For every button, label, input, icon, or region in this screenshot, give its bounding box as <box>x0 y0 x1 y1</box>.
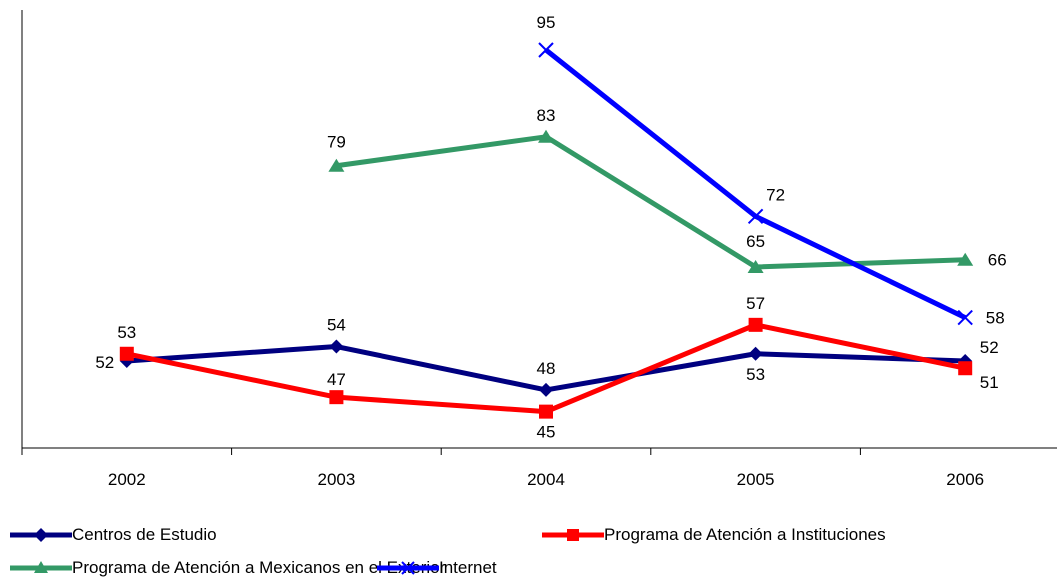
data-label: 48 <box>537 359 556 378</box>
data-label: 65 <box>746 232 765 251</box>
x-tick-label: 2006 <box>946 470 984 489</box>
data-label: 51 <box>980 373 999 392</box>
data-point <box>329 339 344 354</box>
data-label: 52 <box>95 353 114 372</box>
data-point <box>748 317 763 332</box>
data-point <box>119 346 134 361</box>
data-label: 79 <box>327 133 346 152</box>
data-point <box>539 382 553 397</box>
data-label: 66 <box>988 251 1007 270</box>
x-tick-label: 2004 <box>527 470 565 489</box>
x-tick-labels: 2002 2003 2004 2005 2006 <box>108 470 984 489</box>
data-label: 83 <box>537 106 556 125</box>
data-label: 47 <box>327 370 346 389</box>
axes <box>21 10 1057 455</box>
data-point <box>748 346 763 361</box>
data-label: 95 <box>537 13 556 32</box>
data-label: 53 <box>746 365 765 384</box>
data-point <box>957 309 973 326</box>
data-label: 57 <box>746 294 765 313</box>
x-tick-label: 2002 <box>108 470 146 489</box>
data-point <box>747 208 764 225</box>
data-label: 52 <box>980 338 999 357</box>
series-lines <box>126 48 967 415</box>
data-point <box>328 158 345 172</box>
data-point <box>538 42 554 58</box>
data-label: 45 <box>537 423 556 442</box>
data-label: 72 <box>766 185 785 204</box>
data-point <box>957 252 974 266</box>
data-point <box>958 361 973 376</box>
data-label: 53 <box>117 323 136 342</box>
data-point <box>329 390 344 405</box>
data-point <box>539 404 553 419</box>
x-tick-label: 2005 <box>737 470 775 489</box>
series-line <box>544 48 967 320</box>
data-point <box>747 259 764 273</box>
series-markers <box>119 42 974 419</box>
data-label: 54 <box>327 316 346 335</box>
series-line <box>336 134 966 270</box>
data-point <box>538 129 554 143</box>
x-tick-label: 2003 <box>317 470 355 489</box>
data-label: 58 <box>986 309 1005 328</box>
